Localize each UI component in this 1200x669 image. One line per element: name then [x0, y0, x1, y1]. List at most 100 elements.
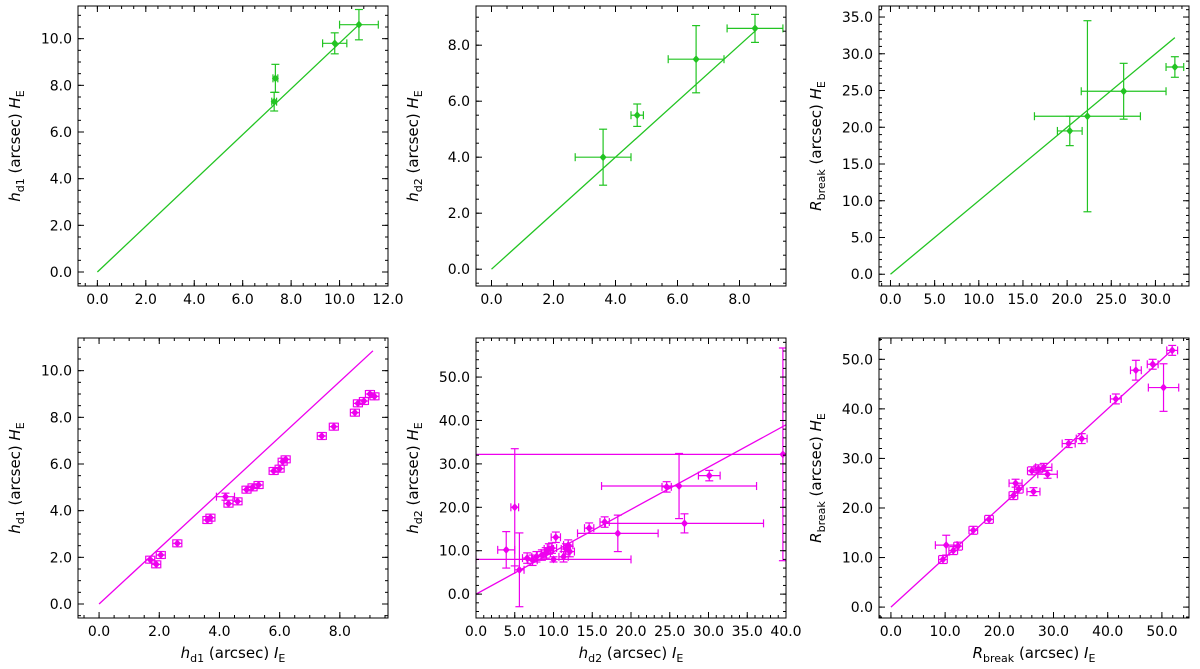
- axes-frame: [77, 337, 389, 619]
- diamond-marker: [1044, 470, 1052, 479]
- diamond-marker: [1120, 87, 1128, 96]
- x-axis-label-symbol: R: [973, 644, 983, 662]
- data-point-p6-18: [1146, 358, 1159, 370]
- data-point-p6-9: [1026, 466, 1037, 476]
- x-axis-label-unit: (arcsec): [204, 644, 274, 662]
- y-axis-label-subscript: break: [815, 501, 828, 533]
- y-tick-label: 25.0: [842, 84, 873, 100]
- diamond-marker: [255, 481, 263, 489]
- data-point-p6-3: [953, 541, 964, 551]
- reference-line: [890, 348, 1174, 608]
- x-axis-label-band-subscript: E: [1088, 652, 1095, 665]
- diamond-marker: [1078, 434, 1086, 443]
- x-axis-label-subscript: d2: [588, 652, 602, 665]
- data-point-p4-18: [349, 408, 361, 417]
- data-point-p5-21: [604, 513, 765, 534]
- x-tick-label: 2.0: [135, 292, 157, 308]
- y-tick-label: 0.0: [851, 267, 873, 283]
- reference-line: [491, 30, 756, 270]
- diamond-marker: [663, 482, 671, 491]
- diamond-marker: [173, 539, 181, 548]
- diamond-marker: [1083, 112, 1091, 121]
- data-point-p5-10: [476, 555, 632, 564]
- diamond-marker: [1066, 126, 1074, 135]
- x-tick-label: 40.0: [1092, 624, 1123, 640]
- y-axis-label: Rbreak (arcsec) HE: [807, 413, 828, 543]
- diamond-marker: [282, 455, 290, 464]
- y-axis-label-subscript: break: [815, 169, 828, 201]
- diamond-marker: [370, 392, 378, 401]
- diamond-marker: [614, 529, 622, 538]
- diamond-marker: [751, 24, 759, 33]
- y-axis-label-symbol: h: [404, 192, 422, 202]
- y-axis-label-band: H: [6, 97, 24, 108]
- y-axis-label: hd2 (arcsec) HE: [404, 90, 425, 202]
- y-axis-label-band-subscript: E: [412, 90, 425, 97]
- diamond-marker: [1015, 485, 1023, 494]
- data-point-p1-2: [322, 32, 348, 55]
- diamond-marker: [502, 545, 510, 554]
- data-point-p4-7: [223, 499, 234, 508]
- data-point-p6-13: [1037, 469, 1058, 479]
- y-tick-label: 4.0: [50, 172, 72, 188]
- data-point-p4-20: [358, 396, 370, 406]
- y-axis-label-unit: (arcsec): [807, 431, 825, 501]
- y-tick-label: 20.0: [842, 501, 873, 517]
- x-tick-label: 10.0: [324, 292, 355, 308]
- diamond-marker: [1040, 463, 1048, 472]
- x-tick-label: 0.0: [879, 292, 901, 308]
- diamond-marker: [206, 513, 214, 522]
- x-axis-label-unit: (arcsec): [1014, 644, 1084, 662]
- y-tick-label: 10.0: [842, 194, 873, 210]
- data-point-p1-1: [271, 63, 280, 93]
- x-axis-label-band-subscript: E: [278, 652, 285, 665]
- y-axis-label-symbol: h: [404, 524, 422, 534]
- y-tick-label: 40.0: [842, 402, 873, 418]
- diamond-marker: [692, 55, 700, 64]
- y-tick-label: 8.0: [448, 38, 470, 54]
- diamond-marker: [276, 464, 284, 473]
- data-point-p5-16: [583, 522, 595, 534]
- diamond-marker: [548, 544, 556, 553]
- diamond-marker: [1168, 346, 1176, 355]
- panel-p1: 0.0 2.0 4.0 6.0 8.0 10.0 12.0 0.0 2.0 4.0 6.0 8.0 10…: [6, 5, 404, 308]
- y-axis-label-band-subscript: E: [14, 90, 27, 97]
- diamond-marker: [942, 541, 950, 550]
- data-point-p6-20: [1166, 344, 1179, 356]
- diamond-marker: [157, 551, 165, 559]
- data-point-p2-0: [574, 128, 632, 186]
- y-tick-label: 35.0: [842, 10, 873, 26]
- x-tick-label: 2.0: [542, 292, 564, 308]
- data-point-p3-1: [1033, 20, 1142, 213]
- reference-line: [98, 350, 374, 605]
- x-axis-label-band-subscript: E: [676, 652, 683, 665]
- data-point-p3-2: [1080, 62, 1167, 120]
- x-tick-label: 30.0: [1140, 292, 1171, 308]
- y-tick-label: 30.0: [842, 451, 873, 467]
- y-tick-label: 6.0: [448, 94, 470, 110]
- y-axis-label-band-subscript: E: [815, 413, 828, 420]
- diamond-marker: [552, 533, 560, 542]
- diamond-marker: [985, 515, 993, 524]
- x-axis-label-band: I: [274, 644, 279, 662]
- diamond-marker: [566, 547, 574, 556]
- x-axis-label-subscript: break: [983, 652, 1015, 665]
- y-tick-label: 6.0: [50, 125, 72, 141]
- y-axis-label-band: H: [404, 429, 422, 440]
- data-point-p6-14: [1061, 438, 1076, 449]
- data-point-p5-20: [600, 452, 758, 520]
- diamond-marker: [601, 518, 609, 527]
- data-point-p6-16: [1109, 393, 1122, 405]
- x-tick-label: 50.0: [1146, 624, 1177, 640]
- data-point-p4-15: [280, 455, 291, 464]
- diamond-marker: [318, 432, 326, 440]
- x-tick-label: 8.0: [728, 292, 750, 308]
- diamond-marker: [675, 482, 683, 491]
- x-tick-label: 10.0: [930, 624, 961, 640]
- x-tick-label: 5.0: [504, 624, 526, 640]
- y-tick-label: 0.0: [50, 597, 72, 613]
- data-point-p5-15: [564, 545, 576, 558]
- data-point-p4-3: [172, 539, 183, 548]
- y-axis-label-unit: (arcsec): [404, 108, 422, 178]
- y-tick-label: 10.0: [842, 551, 873, 567]
